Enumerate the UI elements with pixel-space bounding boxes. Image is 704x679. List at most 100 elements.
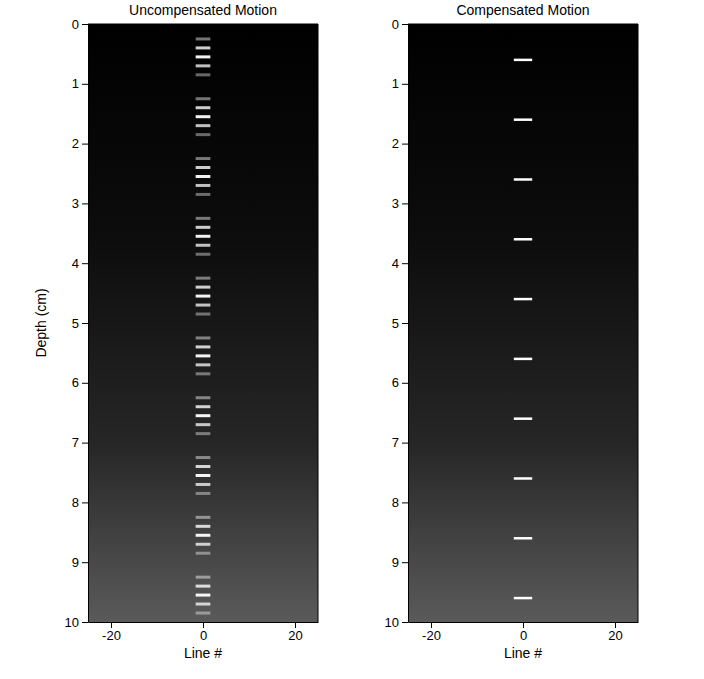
point-target — [196, 218, 211, 254]
point-target — [196, 458, 211, 494]
tick-mark — [402, 443, 408, 444]
tick-label: 8 — [72, 495, 79, 510]
tick-mark — [111, 622, 112, 628]
panel-title: Compensated Motion — [456, 2, 589, 18]
smear-line — [196, 46, 211, 49]
smear-line — [196, 456, 211, 459]
smear-line — [196, 133, 211, 136]
panel: -20020012345678910Compensated MotionLine… — [385, 2, 639, 661]
point-target — [514, 179, 532, 180]
tick: 1 — [72, 76, 88, 91]
tick-label: 9 — [392, 555, 399, 570]
smear-line — [196, 423, 211, 426]
smear-line — [196, 354, 211, 357]
tick: 9 — [392, 555, 408, 570]
panel-title: Uncompensated Motion — [129, 2, 277, 18]
tick-label: 0 — [72, 17, 79, 32]
axis-line — [408, 25, 409, 623]
tick-label: 7 — [72, 435, 79, 450]
tick-mark — [402, 502, 408, 503]
frame — [408, 24, 638, 25]
tick-label: 2 — [392, 136, 399, 151]
x-axis-title: Line # — [504, 645, 542, 661]
point-target — [514, 418, 532, 419]
point-target — [196, 159, 211, 195]
tick-label: 9 — [72, 555, 79, 570]
smear-line — [196, 345, 211, 348]
tick-mark — [402, 144, 408, 145]
tick: 3 — [392, 196, 408, 211]
dash-line — [514, 358, 532, 361]
smear-line — [196, 226, 211, 229]
smear-line — [196, 115, 211, 118]
smear-line — [196, 612, 211, 615]
tick: 7 — [72, 435, 88, 450]
tick-mark — [82, 24, 88, 25]
tick-label: 6 — [72, 375, 79, 390]
tick: 5 — [392, 316, 408, 331]
smear-line — [196, 286, 211, 289]
tick-label: 0 — [392, 17, 399, 32]
smear-line — [196, 175, 211, 178]
smear-line — [196, 534, 211, 537]
smear-line — [196, 217, 211, 220]
tick: 0 — [200, 622, 207, 643]
point-target — [196, 39, 211, 75]
tick: 0 — [392, 17, 408, 32]
tick-mark — [82, 263, 88, 264]
x-axis: -20 0 20 — [409, 622, 639, 643]
smear-line — [196, 372, 211, 375]
tick-mark — [615, 622, 616, 628]
tick: 7 — [392, 435, 408, 450]
y-axis: 012345678910 — [385, 17, 409, 630]
tick-mark — [523, 622, 524, 628]
tick-mark — [82, 622, 88, 623]
tick-mark — [402, 383, 408, 384]
tick-label: 8 — [392, 495, 399, 510]
smear-line — [196, 405, 211, 408]
tick-mark — [82, 562, 88, 563]
smear-line — [196, 73, 211, 76]
tick-mark — [82, 502, 88, 503]
smear-line — [196, 465, 211, 468]
tick: 20 — [288, 622, 302, 643]
tick-mark — [82, 443, 88, 444]
image-background — [88, 24, 318, 622]
tick: 6 — [392, 375, 408, 390]
smear-line — [196, 37, 211, 40]
tick: 3 — [72, 196, 88, 211]
tick: 10 — [385, 615, 408, 630]
tick: -20 — [422, 622, 441, 643]
point-target — [514, 239, 532, 240]
smear-line — [196, 336, 211, 339]
dash-line — [514, 417, 532, 420]
smear-line — [196, 432, 211, 435]
figure: -20020012345678910Uncompensated MotionLi… — [0, 0, 704, 679]
tick-mark — [402, 562, 408, 563]
tick-mark — [82, 203, 88, 204]
smear-line — [196, 576, 211, 579]
point-target — [196, 398, 211, 434]
tick: 2 — [392, 136, 408, 151]
tick: 0 — [520, 622, 527, 643]
tick-label: -20 — [422, 628, 441, 643]
tick-label: 1 — [72, 76, 79, 91]
tick: 9 — [72, 555, 88, 570]
point-target — [196, 517, 211, 553]
smear-line — [196, 414, 211, 417]
smear-line — [196, 516, 211, 519]
smear-line — [196, 244, 211, 247]
tick-label: 20 — [608, 628, 622, 643]
tick-label: 10 — [385, 615, 399, 630]
smear-line — [196, 313, 211, 316]
frame — [638, 24, 639, 622]
smear-line — [196, 277, 211, 280]
tick: 1 — [392, 76, 408, 91]
frame — [88, 24, 318, 25]
panel: -20020012345678910Uncompensated MotionLi… — [33, 2, 319, 661]
point-target — [514, 299, 532, 300]
smear-line — [196, 193, 211, 196]
smear-line — [196, 97, 211, 100]
tick-mark — [82, 144, 88, 145]
dash-line — [514, 118, 532, 121]
